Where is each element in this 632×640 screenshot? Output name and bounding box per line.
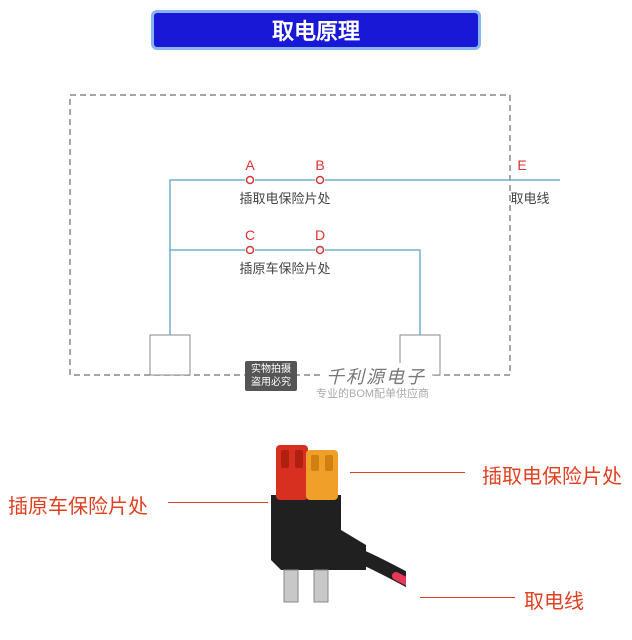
callout-right-bottom-line — [420, 597, 515, 598]
node-c — [247, 247, 254, 254]
wire-left-a — [170, 180, 245, 250]
schematic-diagram: A B C D E 插取电保险片处 插原车保险片处 取电线 千利源电子 专业的B… — [50, 75, 580, 405]
callout-right-bottom: 取电线 — [524, 585, 584, 614]
callout-left: 插原车保险片处 — [8, 490, 148, 519]
wire-left-c — [170, 250, 245, 335]
seg-ab-label: 插取电保险片处 — [239, 188, 330, 207]
watermark-tag1: 实物拍摄 — [251, 363, 291, 376]
blade-left — [284, 570, 298, 602]
seg-cd-label: 插原车保险片处 — [239, 258, 330, 277]
title-bar: 取电原理 — [151, 10, 481, 50]
label-b: B — [315, 157, 324, 173]
label-e: E — [517, 157, 526, 173]
fuse-orange — [306, 450, 338, 500]
frame-rect — [70, 95, 510, 375]
watermark-tag: 实物拍摄 盗用必究 — [245, 361, 297, 391]
label-c: C — [245, 227, 255, 243]
seg-e-label: 取电线 — [510, 188, 549, 207]
wire-d-right — [325, 250, 420, 335]
callout-right-top: 插取电保险片处 — [482, 460, 622, 489]
label-d: D — [315, 227, 325, 243]
label-a: A — [245, 157, 254, 173]
node-d — [317, 247, 324, 254]
callout-right-top-line — [350, 472, 465, 473]
contact-left — [150, 335, 190, 375]
title-text: 取电原理 — [272, 14, 360, 46]
blade-right — [314, 570, 328, 602]
photo-area: 插原车保险片处 插取电保险片处 取电线 — [0, 410, 632, 640]
node-a — [247, 177, 254, 184]
node-b — [317, 177, 324, 184]
watermark-sub: 专业的BOM配单供应商 — [310, 385, 435, 401]
fuse-tap-illustration — [226, 420, 406, 625]
watermark-tag2: 盗用必究 — [251, 376, 291, 389]
fuse-red — [276, 445, 308, 500]
holder-body — [271, 495, 366, 570]
callout-left-line — [168, 502, 268, 503]
